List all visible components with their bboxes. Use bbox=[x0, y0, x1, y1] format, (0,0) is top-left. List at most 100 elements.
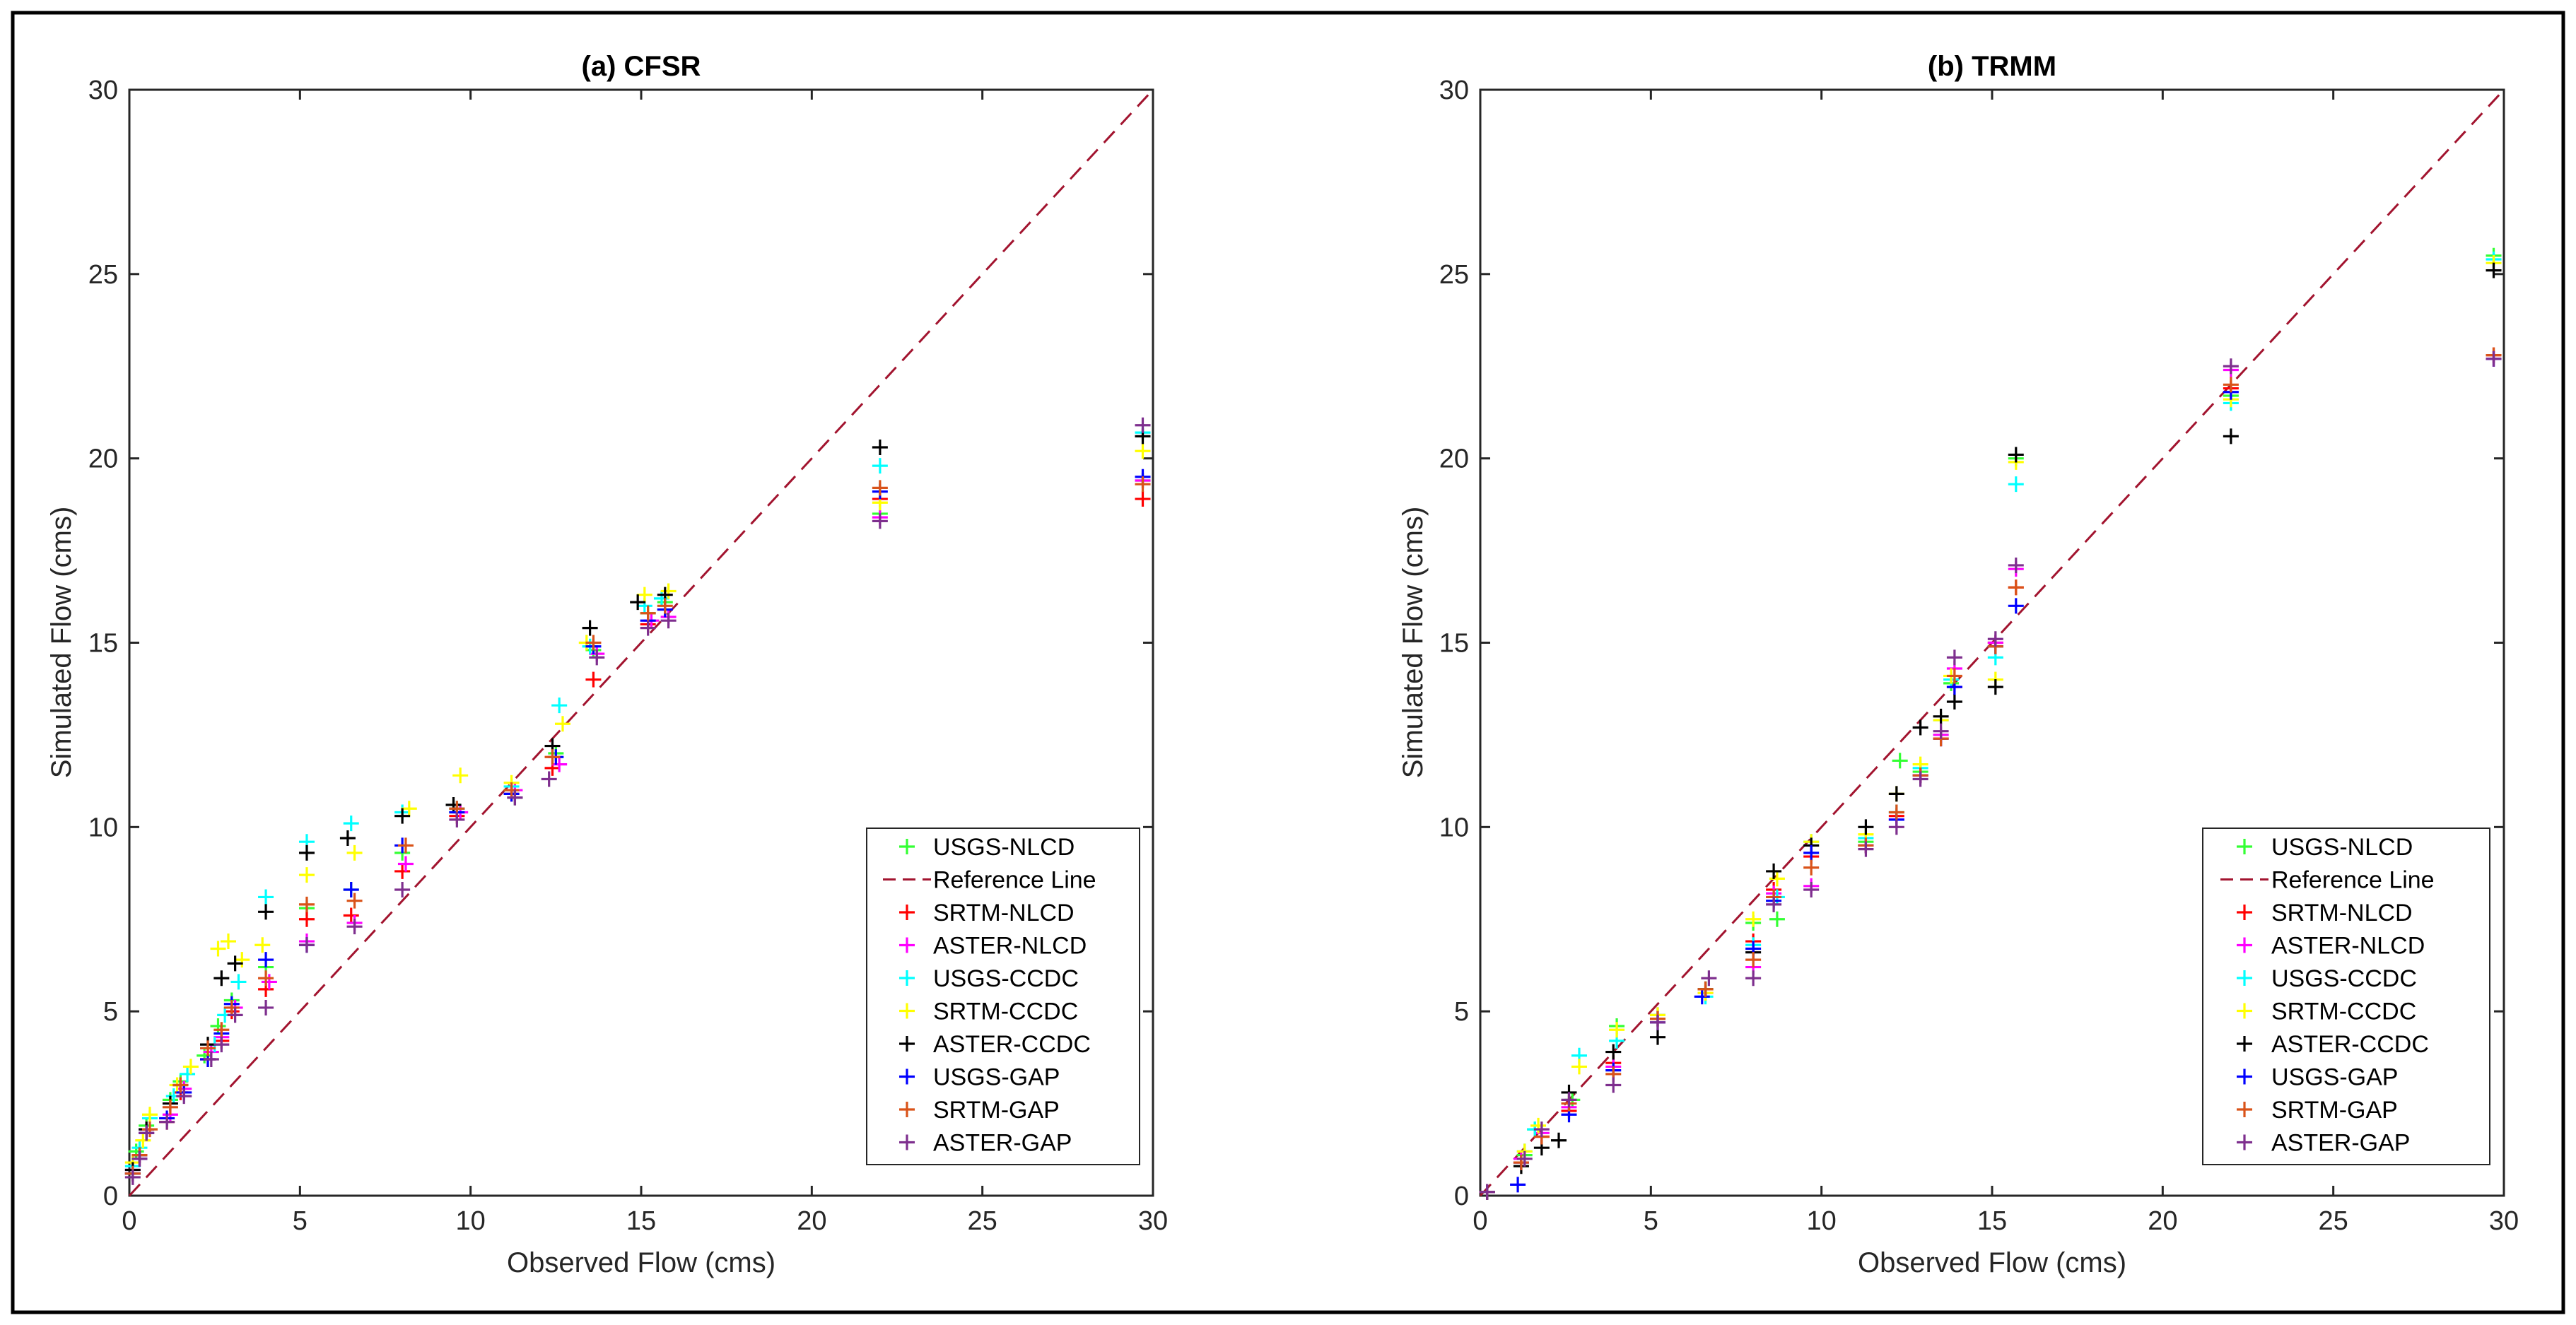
panel-title-cfsr: (a) CFSR bbox=[582, 51, 701, 82]
legend-symbol-usgs-nlcd-trmm bbox=[2237, 839, 2252, 854]
point-aster-nlcd-cfsr-8 bbox=[261, 974, 277, 990]
legend-symbol-aster-ccdc-cfsr bbox=[899, 1036, 915, 1052]
point-aster-gap-trmm-9 bbox=[1803, 882, 1820, 898]
legend-symbol-srtm-nlcd-cfsr bbox=[899, 905, 915, 920]
legend-label-srtm-nlcd-cfsr: SRTM-NLCD bbox=[933, 900, 1075, 926]
legend-label-aster-nlcd-cfsr: ASTER-NLCD bbox=[933, 933, 1087, 960]
legend-label-reference-line-trmm: Reference Line bbox=[2271, 867, 2435, 894]
point-srtm-gap-cfsr-2 bbox=[141, 1121, 158, 1138]
point-usgs-ccdc-cfsr-14 bbox=[551, 697, 568, 714]
point-usgs-gap-trmm-9 bbox=[1803, 844, 1820, 861]
legend-item-aster-nlcd-trmm: ASTER-NLCD bbox=[2237, 933, 2425, 960]
point-aster-gap-cfsr-8 bbox=[258, 999, 274, 1015]
y-tick-label-trmm-6: 30 bbox=[1439, 76, 1469, 105]
point-srtm-gap-cfsr-13 bbox=[503, 782, 520, 799]
point-aster-gap-trmm-1 bbox=[1516, 1150, 1533, 1167]
point-srtm-nlcd-cfsr-19 bbox=[1135, 491, 1151, 507]
point-aster-ccdc-trmm-11 bbox=[1858, 819, 1874, 835]
point-aster-gap-trmm-16 bbox=[2008, 557, 2024, 573]
point-aster-ccdc-trmm-9 bbox=[1766, 863, 1782, 879]
legend-label-aster-gap-cfsr: ASTER-GAP bbox=[933, 1130, 1072, 1157]
point-srtm-gap-cfsr-7 bbox=[223, 999, 240, 1015]
point-aster-gap-cfsr-6 bbox=[213, 1037, 230, 1053]
legend-symbol-usgs-ccdc-cfsr bbox=[899, 970, 915, 986]
point-srtm-nlcd-cfsr-9 bbox=[298, 911, 315, 927]
point-aster-gap-cfsr-14 bbox=[541, 771, 557, 787]
point-aster-gap-trmm-12 bbox=[1912, 771, 1928, 787]
point-srtm-ccdc-trmm-3 bbox=[1571, 1059, 1587, 1075]
legend-label-srtm-gap-cfsr: SRTM-GAP bbox=[933, 1097, 1060, 1124]
legend-label-usgs-ccdc-trmm: USGS-CCDC bbox=[2271, 965, 2417, 992]
y-tick-label-trmm-4: 20 bbox=[1439, 444, 1469, 474]
point-aster-gap-cfsr-0 bbox=[124, 1169, 141, 1185]
point-usgs-nlcd-cfsr-6 bbox=[210, 1018, 226, 1035]
point-aster-ccdc-cfsr-15 bbox=[582, 620, 598, 636]
point-srtm-ccdc-cfsr-19 bbox=[1135, 443, 1151, 459]
point-aster-ccdc-trmm-13 bbox=[1912, 719, 1928, 736]
reference-line-layer-cfsr bbox=[128, 88, 1154, 1197]
point-usgs-ccdc-cfsr-17 bbox=[653, 590, 669, 606]
x-tick-label-trmm-3: 15 bbox=[1977, 1206, 2007, 1236]
point-aster-ccdc-cfsr-12 bbox=[445, 797, 462, 813]
point-srtm-gap-cfsr-14 bbox=[544, 749, 561, 765]
legend-item-srtm-nlcd-cfsr: SRTM-NLCD bbox=[899, 900, 1075, 926]
legend-label-usgs-nlcd-cfsr: USGS-NLCD bbox=[933, 834, 1075, 861]
point-srtm-ccdc-cfsr-9 bbox=[298, 867, 315, 883]
point-aster-gap-trmm-8 bbox=[1766, 896, 1782, 912]
point-aster-gap-trmm-14 bbox=[1946, 649, 1962, 666]
point-aster-ccdc-trmm-19 bbox=[2486, 262, 2502, 278]
point-aster-gap-cfsr-3 bbox=[159, 1114, 175, 1130]
legend-symbol-usgs-ccdc-trmm bbox=[2237, 970, 2252, 986]
point-srtm-gap-trmm-16 bbox=[2008, 579, 2024, 596]
point-aster-gap-cfsr-2 bbox=[139, 1125, 155, 1141]
point-aster-gap-trmm-2 bbox=[1533, 1121, 1550, 1138]
ticks-cfsr: 0 5 10 15 20 25 30 0 5 10 15 20 25 30 bbox=[88, 76, 1168, 1236]
point-aster-ccdc-cfsr-8 bbox=[258, 904, 274, 920]
legend-label-srtm-gap-trmm: SRTM-GAP bbox=[2271, 1097, 2398, 1124]
x-tick-label-cfsr-3: 15 bbox=[626, 1206, 656, 1236]
point-srtm-ccdc-cfsr-17 bbox=[660, 583, 677, 599]
legend-item-usgs-ccdc-trmm: USGS-CCDC bbox=[2237, 965, 2417, 992]
legend-label-aster-ccdc-cfsr: ASTER-CCDC bbox=[933, 1031, 1091, 1058]
point-aster-gap-cfsr-13 bbox=[507, 789, 523, 806]
y-tick-label-cfsr-1: 5 bbox=[103, 997, 118, 1027]
point-usgs-gap-cfsr-8 bbox=[258, 952, 274, 968]
point-srtm-ccdc-trmm-4 bbox=[1609, 1022, 1625, 1038]
ticks-trmm: 0 5 10 15 20 25 30 0 5 10 15 20 25 30 bbox=[1439, 76, 2519, 1236]
point-srtm-gap-trmm-1 bbox=[1513, 1155, 1529, 1171]
y-tick-label-trmm-0: 0 bbox=[1454, 1182, 1469, 1211]
point-srtm-ccdc-trmm-8 bbox=[1769, 871, 1785, 887]
point-srtm-ccdc-cfsr-12 bbox=[452, 767, 469, 784]
y-tick-label-trmm-5: 25 bbox=[1439, 260, 1469, 290]
legend-item-aster-gap-cfsr: ASTER-GAP bbox=[899, 1130, 1072, 1157]
legend-item-srtm-nlcd-trmm: SRTM-NLCD bbox=[2237, 900, 2413, 926]
legend-symbol-aster-gap-trmm bbox=[2237, 1134, 2252, 1150]
point-aster-ccdc-cfsr-6 bbox=[213, 970, 230, 987]
legend-symbol-srtm-gap-cfsr bbox=[899, 1102, 915, 1117]
point-aster-nlcd-cfsr-14 bbox=[551, 756, 568, 772]
point-srtm-gap-cfsr-16 bbox=[640, 605, 656, 621]
point-srtm-gap-trmm-7 bbox=[1745, 952, 1762, 968]
legend-label-srtm-ccdc-cfsr: SRTM-CCDC bbox=[933, 999, 1078, 1025]
point-srtm-ccdc-cfsr-4 bbox=[182, 1059, 199, 1075]
point-aster-ccdc-trmm-5 bbox=[1605, 1044, 1622, 1060]
point-srtm-ccdc-trmm-7 bbox=[1745, 911, 1762, 927]
legend-label-usgs-gap-cfsr: USGS-GAP bbox=[933, 1064, 1060, 1091]
legend-item-usgs-gap-trmm: USGS-GAP bbox=[2237, 1064, 2398, 1091]
x-axis-title-trmm: Observed Flow (cms) bbox=[1858, 1247, 2126, 1278]
legend-symbol-srtm-nlcd-trmm bbox=[2237, 905, 2252, 920]
legend-symbol-srtm-ccdc-trmm bbox=[2237, 1003, 2252, 1019]
point-srtm-ccdc-trmm-2 bbox=[1530, 1117, 1547, 1133]
legend-item-aster-gap-trmm: ASTER-GAP bbox=[2237, 1130, 2410, 1157]
panel-cfsr: (a) CFSR Observed Flow (cms) Simulated F… bbox=[46, 51, 1168, 1278]
point-srtm-ccdc-cfsr-2 bbox=[141, 1107, 158, 1123]
point-srtm-ccdc-cfsr-14 bbox=[554, 716, 570, 732]
point-srtm-gap-cfsr-9 bbox=[298, 896, 315, 912]
point-aster-gap-trmm-11 bbox=[1888, 819, 1904, 835]
x-tick-label-trmm-4: 20 bbox=[2148, 1206, 2177, 1236]
point-aster-ccdc-trmm-16 bbox=[1987, 679, 2003, 695]
point-usgs-gap-trmm-6 bbox=[1694, 989, 1710, 1005]
series-aster-gap-trmm bbox=[1479, 351, 2502, 1200]
